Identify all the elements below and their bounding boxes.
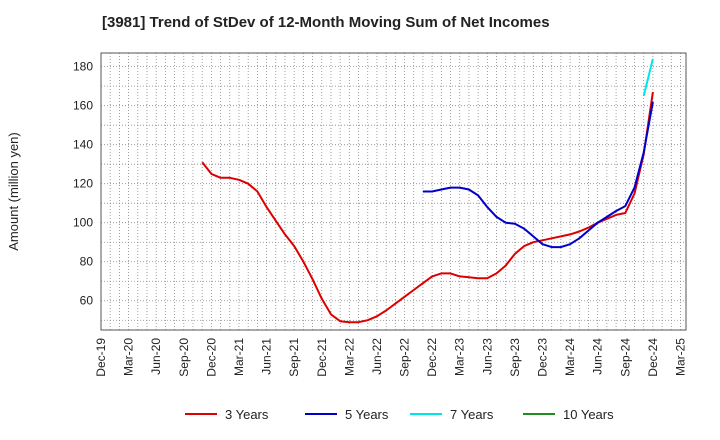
x-tick-label: Mar-22 [342,338,356,376]
y-tick-label: 100 [73,216,93,230]
x-tick-label: Jun-23 [480,338,494,375]
x-tick-label: Sep-24 [618,338,632,377]
x-tick-label: Dec-19 [94,338,108,377]
y-axis-title: Amount (million yen) [6,132,21,251]
x-tick-label: Sep-20 [177,338,191,377]
chart-title: [3981] Trend of StDev of 12-Month Moving… [102,14,550,31]
grid-lines [101,53,686,330]
y-tick-labels: 60 80 100 120 140 160 180 [73,60,93,308]
x-tick-label: Mar-24 [563,338,577,376]
series-lines [201,58,654,324]
legend-label: 3 Years [225,407,269,422]
x-tick-label: Dec-23 [536,338,550,377]
legend: 3 Years 5 Years 7 Years 10 Years [185,407,614,422]
x-tick-label: Mar-23 [453,338,467,376]
legend-label: 7 Years [450,407,494,422]
x-tick-label: Sep-21 [287,338,301,377]
x-tick-label: Jun-24 [591,338,605,375]
x-tick-label: Dec-24 [646,338,660,377]
plot-frame [100,52,687,331]
legend-label: 5 Years [345,407,389,422]
series-line-0 [201,91,654,324]
x-tick-label: Dec-20 [204,338,218,377]
x-tick-label: Jun-20 [149,338,163,375]
x-tick-label: Mar-20 [122,338,136,376]
x-tick-label: Jun-22 [370,338,384,375]
x-tick-label: Sep-23 [508,338,522,377]
x-tick-label: Dec-22 [425,338,439,377]
x-tick-label: Jun-21 [260,338,274,375]
y-tick-label: 160 [73,99,93,113]
series-line-1 [422,101,654,249]
x-tick-label: Mar-25 [673,338,687,376]
x-tick-label: Sep-22 [398,338,412,377]
series-line-2 [642,58,654,97]
y-tick-label: 60 [80,294,94,308]
x-tick-labels: Dec-19 Mar-20 Jun-20 Sep-20 Dec-20 Mar-21 Jun-… [94,338,687,377]
x-tick-label: Mar-21 [232,338,246,376]
x-tick-label: Dec-21 [315,338,329,377]
legend-label: 10 Years [563,407,614,422]
y-tick-label: 80 [80,255,94,269]
y-tick-label: 140 [73,138,93,152]
y-tick-label: 180 [73,60,93,74]
y-tick-label: 120 [73,177,93,191]
